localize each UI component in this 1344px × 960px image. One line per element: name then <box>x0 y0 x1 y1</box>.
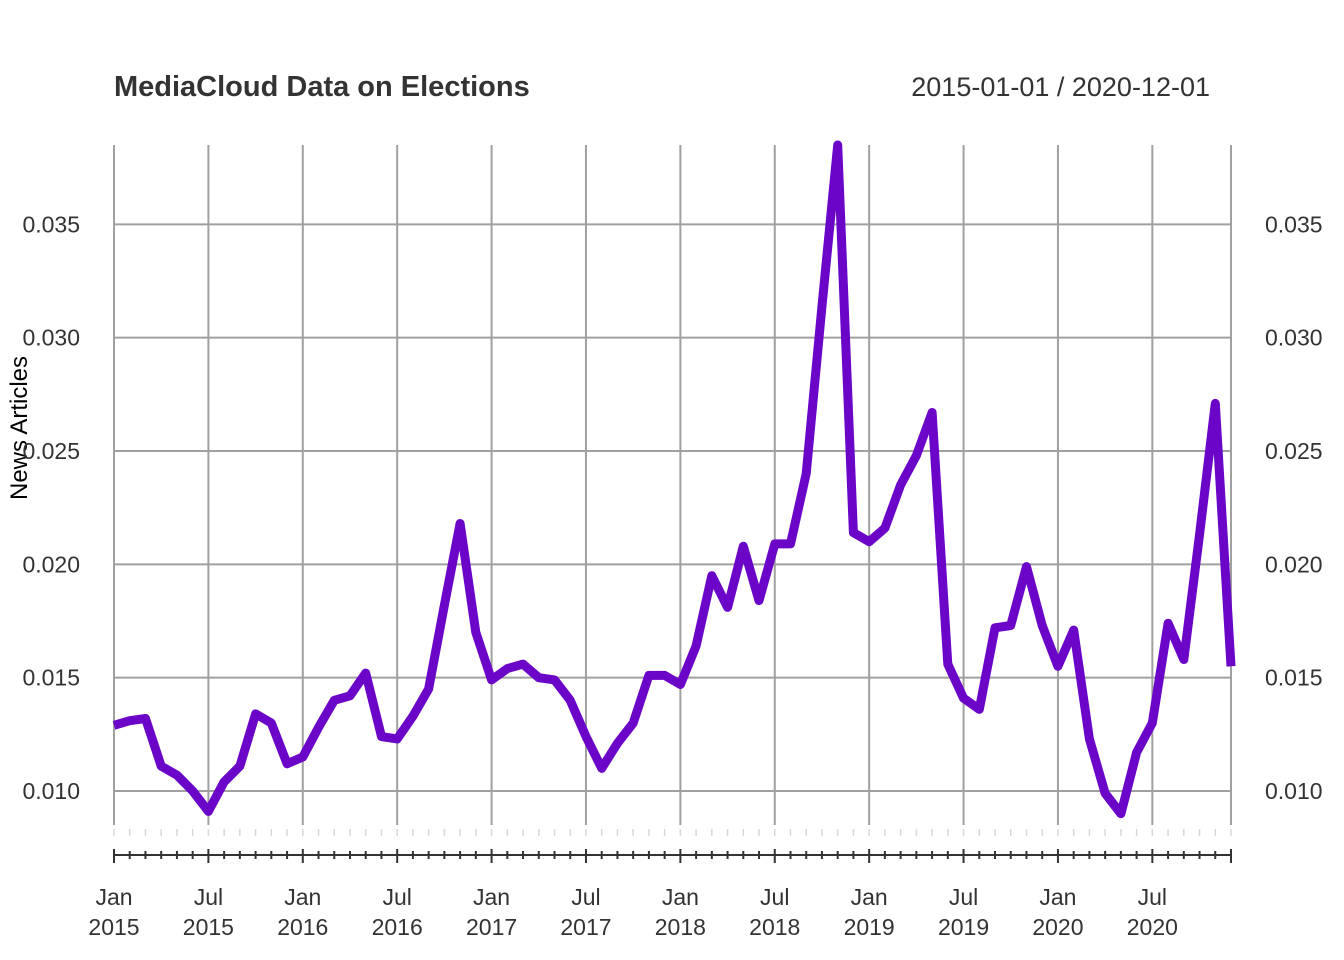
x-tick-year: 2018 <box>749 914 800 940</box>
x-tick-year: 2017 <box>560 914 611 940</box>
x-tick-year: 2020 <box>1127 914 1178 940</box>
y-tick-label-left: 0.015 <box>22 665 80 691</box>
x-tick-month: Jul <box>1138 884 1167 910</box>
x-tick-month: Jan <box>1039 884 1076 910</box>
x-tick-year: 2015 <box>183 914 234 940</box>
y-tick-label-left: 0.010 <box>22 778 80 804</box>
y-tick-labels-right: 0.010 0.015 0.020 0.025 0.030 0.035 <box>1265 211 1323 804</box>
y-tick-label-right: 0.015 <box>1265 665 1323 691</box>
y-tick-label-left: 0.020 <box>22 551 80 577</box>
y-tick-label-right: 0.030 <box>1265 325 1323 351</box>
vertical-gridlines <box>113 145 1232 825</box>
x-tick-month: Jan <box>95 884 132 910</box>
x-tick-year: 2015 <box>88 914 139 940</box>
y-axis-label: News Articles <box>6 356 33 500</box>
y-tick-label-right: 0.010 <box>1265 778 1323 804</box>
x-tick-year: 2017 <box>466 914 517 940</box>
x-tick-month: Jan <box>851 884 888 910</box>
x-tick-month: Jan <box>662 884 699 910</box>
x-tick-year: 2019 <box>938 914 989 940</box>
y-tick-labels-left: 0.010 0.015 0.020 0.025 0.030 0.035 <box>22 211 80 804</box>
chart-title: MediaCloud Data on Elections <box>114 71 530 103</box>
series-line <box>112 140 1236 819</box>
x-tick-year: 2016 <box>277 914 328 940</box>
x-axis: Jan 2015 Jul 2015 Jan 2016 Jul 2016 Jan 2017 Jul 20… <box>88 849 1232 940</box>
horizontal-gridlines <box>114 223 1231 792</box>
x-tick-year: 2019 <box>844 914 895 940</box>
x-tick-month: Jul <box>382 884 411 910</box>
y-tick-label-right: 0.020 <box>1265 551 1323 577</box>
y-tick-label-left: 0.025 <box>22 438 80 464</box>
x-tick-month: Jul <box>571 884 600 910</box>
x-tick-month: Jan <box>473 884 510 910</box>
x-tick-year: 2018 <box>655 914 706 940</box>
y-tick-label-left: 0.030 <box>22 325 80 351</box>
x-tick-year: 2020 <box>1032 914 1083 940</box>
y-tick-label-left: 0.035 <box>22 211 80 237</box>
y-tick-label-right: 0.025 <box>1265 438 1323 464</box>
date-range-label: 2015-01-01 / 2020-12-01 <box>911 72 1210 102</box>
x-tick-month: Jan <box>284 884 321 910</box>
x-tick-month: Jul <box>949 884 978 910</box>
x-tick-month: Jul <box>194 884 223 910</box>
x-tick-year: 2016 <box>372 914 423 940</box>
y-tick-label-right: 0.035 <box>1265 211 1323 237</box>
x-tick-month: Jul <box>760 884 789 910</box>
x-minor-ticks <box>113 829 1232 836</box>
